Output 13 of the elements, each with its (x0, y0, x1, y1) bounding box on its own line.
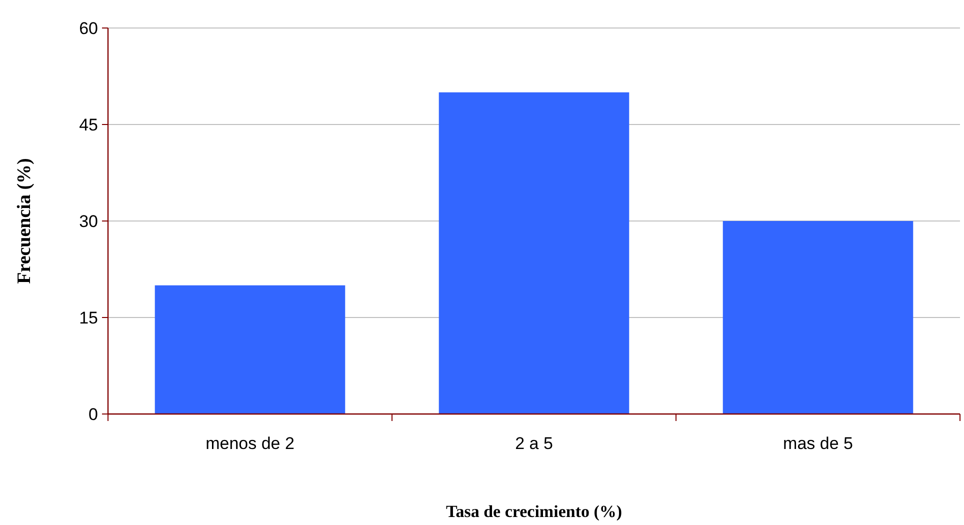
x-tick-label: mas de 5 (783, 434, 853, 453)
x-tick-label: menos de 2 (206, 434, 294, 453)
y-tick-label: 0 (88, 404, 98, 424)
bar (154, 285, 346, 414)
bar (722, 221, 914, 414)
y-tick-label: 45 (79, 115, 98, 134)
x-tick-label: 2 a 5 (515, 434, 553, 453)
y-tick-label: 30 (79, 212, 98, 231)
y-axis-title: Frecuencia (%) (14, 158, 35, 284)
x-axis-title: Tasa de crecimiento (%) (446, 502, 622, 521)
y-tick-label: 15 (79, 308, 98, 328)
y-tick-label: 60 (79, 18, 98, 38)
bar (438, 92, 630, 414)
